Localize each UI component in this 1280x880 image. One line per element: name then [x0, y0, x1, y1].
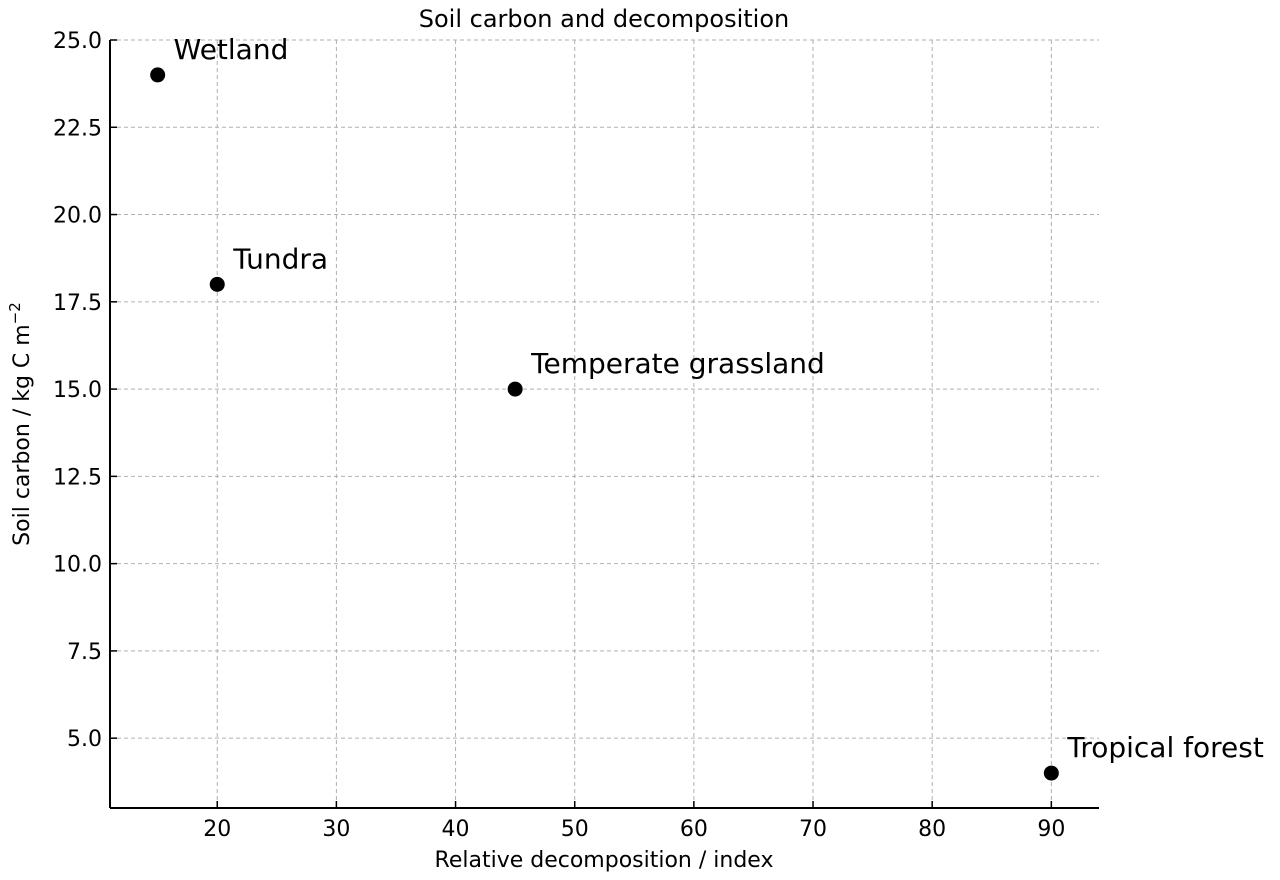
- x-axis-label: Relative decomposition / index: [435, 848, 774, 873]
- x-tick-label: 30: [322, 817, 350, 842]
- chart-title: Soil carbon and decomposition: [419, 5, 790, 33]
- y-tick-label: 5.0: [67, 727, 102, 752]
- point-labels: Wetland Tundra Temperate grassland Tropical…: [174, 33, 1264, 764]
- x-tick-label: 90: [1037, 817, 1065, 842]
- point-label: Wetland: [174, 33, 289, 66]
- y-axis-label-superscript: −2: [6, 302, 24, 324]
- x-tick-label: 40: [442, 817, 470, 842]
- y-axis-label-main: Soil carbon / kg C m: [10, 324, 35, 546]
- y-tick-label: 10.0: [53, 553, 102, 578]
- x-tick-label: 80: [918, 817, 946, 842]
- point-label: Tundra: [232, 242, 328, 275]
- y-tick-label: 7.5: [67, 640, 102, 665]
- y-axis-label: Soil carbon / kg C m−2: [6, 302, 35, 546]
- y-tick-label: 15.0: [53, 378, 102, 403]
- data-point: [1043, 765, 1059, 781]
- point-label: Temperate grassland: [530, 347, 825, 380]
- x-tick-label: 60: [680, 817, 708, 842]
- ticks: 20 30 40 50 60 70 80 90 5.0 7.5 10.0 12.5 15.0 17.5 20…: [53, 29, 1065, 842]
- data-point: [209, 276, 225, 292]
- y-tick-label: 17.5: [53, 291, 102, 316]
- data-points: [150, 67, 1059, 781]
- data-point: [507, 381, 523, 397]
- y-tick-label: 20.0: [53, 204, 102, 229]
- y-tick-label: 25.0: [53, 29, 102, 54]
- y-tick-label: 12.5: [53, 465, 102, 490]
- axes: [109, 40, 1099, 809]
- point-label: Tropical forest: [1066, 731, 1264, 764]
- x-tick-label: 50: [561, 817, 589, 842]
- y-tick-label: 22.5: [53, 116, 102, 141]
- x-tick-label: 70: [799, 817, 827, 842]
- data-point: [150, 67, 166, 83]
- grid: [110, 39, 1099, 808]
- x-tick-label: 20: [203, 817, 231, 842]
